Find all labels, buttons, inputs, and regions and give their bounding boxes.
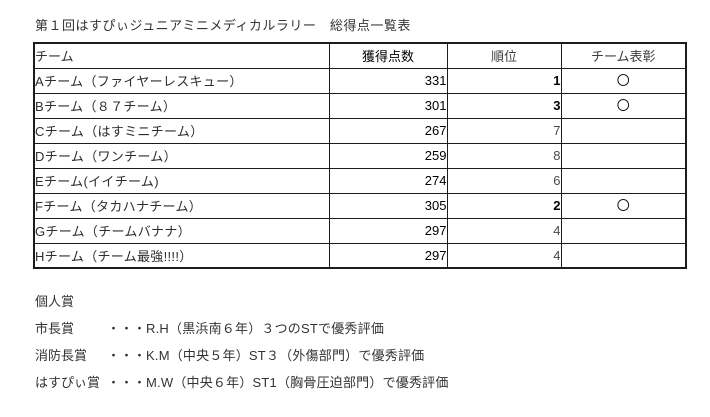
rank-cell: 1: [446, 67, 562, 94]
rank-cell: 8: [446, 142, 562, 169]
total-score-table: チーム 獲得点数 順位 チーム表彰 Aチーム（ファイヤーレスキュー） 331 1…: [33, 42, 687, 269]
award-mark-cell: 〇: [560, 192, 687, 219]
team-name-cell: Hチーム（チーム最強!!!!）: [33, 242, 330, 269]
score-cell: 305: [328, 192, 448, 219]
award-mark-cell: [560, 117, 687, 144]
award-mark-cell: [560, 142, 687, 169]
table-row-team-e: Eチーム(イイチーム) 274 6: [33, 167, 687, 194]
team-name-cell: Bチーム（８７チーム）: [33, 92, 330, 119]
rank-cell: 6: [446, 167, 562, 194]
score-cell: 301: [328, 92, 448, 119]
table-row-team-h: Hチーム（チーム最強!!!!） 297 4: [33, 242, 687, 269]
award-line-mayor: 市長賞 ・・・ R.H（黒浜南６年）３つのSTで優秀評価: [35, 320, 693, 337]
award-mark-cell: [560, 217, 687, 244]
score-cell: 297: [328, 217, 448, 244]
col-header-team: チーム: [33, 42, 330, 69]
table-row-team-g: Gチーム（チームバナナ） 297 4: [33, 217, 687, 244]
score-cell: 297: [328, 242, 448, 269]
table-row-team-f: Fチーム（タカハナチーム） 305 2 〇: [33, 192, 687, 219]
award-text: K.M（中央５年）ST３（外傷部門）で優秀評価: [146, 348, 425, 363]
team-name-cell: Eチーム(イイチーム): [33, 167, 330, 194]
team-name-cell: Gチーム（チームバナナ）: [33, 217, 330, 244]
table-row-team-d: Dチーム（ワンチーム） 259 8: [33, 142, 687, 169]
table-row-team-c: Cチーム（はすミニチーム） 267 7: [33, 117, 687, 144]
award-text: M.W（中央６年）ST1（胸骨圧迫部門）で優秀評価: [146, 375, 449, 390]
award-label: はすぴぃ賞: [35, 375, 101, 390]
award-mark-cell: [560, 242, 687, 269]
col-header-score: 獲得点数: [328, 42, 448, 69]
individual-awards-heading: 個人賞: [35, 294, 75, 309]
table-body: Aチーム（ファイヤーレスキュー） 331 1 〇 Bチーム（８７チーム） 301…: [33, 67, 687, 269]
award-mark-cell: 〇: [560, 92, 687, 119]
rank-cell: 4: [446, 242, 562, 269]
award-line-fire-chief: 消防長賞 ・・・ K.M（中央５年）ST３（外傷部門）で優秀評価: [35, 347, 693, 364]
rank-cell: 2: [446, 192, 562, 219]
team-name-cell: Fチーム（タカハナチーム）: [33, 192, 330, 219]
col-header-rank: 順位: [446, 42, 562, 69]
team-name-cell: Dチーム（ワンチーム）: [33, 142, 330, 169]
table-row-team-b: Bチーム（８７チーム） 301 3 〇: [33, 92, 687, 119]
score-cell: 267: [328, 117, 448, 144]
score-cell: 259: [328, 142, 448, 169]
document-page: 第１回はすぴぃジュニアミニメディカルラリー 総得点一覧表 チーム 獲得点数 順位…: [33, 18, 693, 391]
team-name-cell: Aチーム（ファイヤーレスキュー）: [33, 67, 330, 94]
rank-cell: 4: [446, 217, 562, 244]
page-title: 第１回はすぴぃジュニアミニメディカルラリー 総得点一覧表: [35, 18, 411, 33]
award-dots: ・・・: [107, 375, 147, 390]
table-row-team-a: Aチーム（ファイヤーレスキュー） 331 1 〇: [33, 67, 687, 94]
team-name-cell: Cチーム（はすミニチーム）: [33, 117, 330, 144]
award-mark-cell: 〇: [560, 67, 687, 94]
score-cell: 274: [328, 167, 448, 194]
col-header-award: チーム表彰: [560, 42, 687, 69]
table-header-row: チーム 獲得点数 順位 チーム表彰: [33, 42, 687, 69]
award-label: 市長賞: [35, 321, 75, 336]
award-mark-cell: [560, 167, 687, 194]
award-label: 消防長賞: [35, 348, 88, 363]
award-line-haspy: はすぴぃ賞 ・・・ M.W（中央６年）ST1（胸骨圧迫部門）で優秀評価: [35, 374, 693, 391]
score-cell: 331: [328, 67, 448, 94]
award-dots: ・・・: [107, 348, 147, 363]
individual-awards-section: 個人賞 市長賞 ・・・ R.H（黒浜南６年）３つのSTで優秀評価 消防長賞 ・・…: [35, 293, 693, 391]
rank-cell: 3: [446, 92, 562, 119]
award-dots: ・・・: [107, 321, 147, 336]
award-text: R.H（黒浜南６年）３つのSTで優秀評価: [146, 321, 385, 336]
rank-cell: 7: [446, 117, 562, 144]
